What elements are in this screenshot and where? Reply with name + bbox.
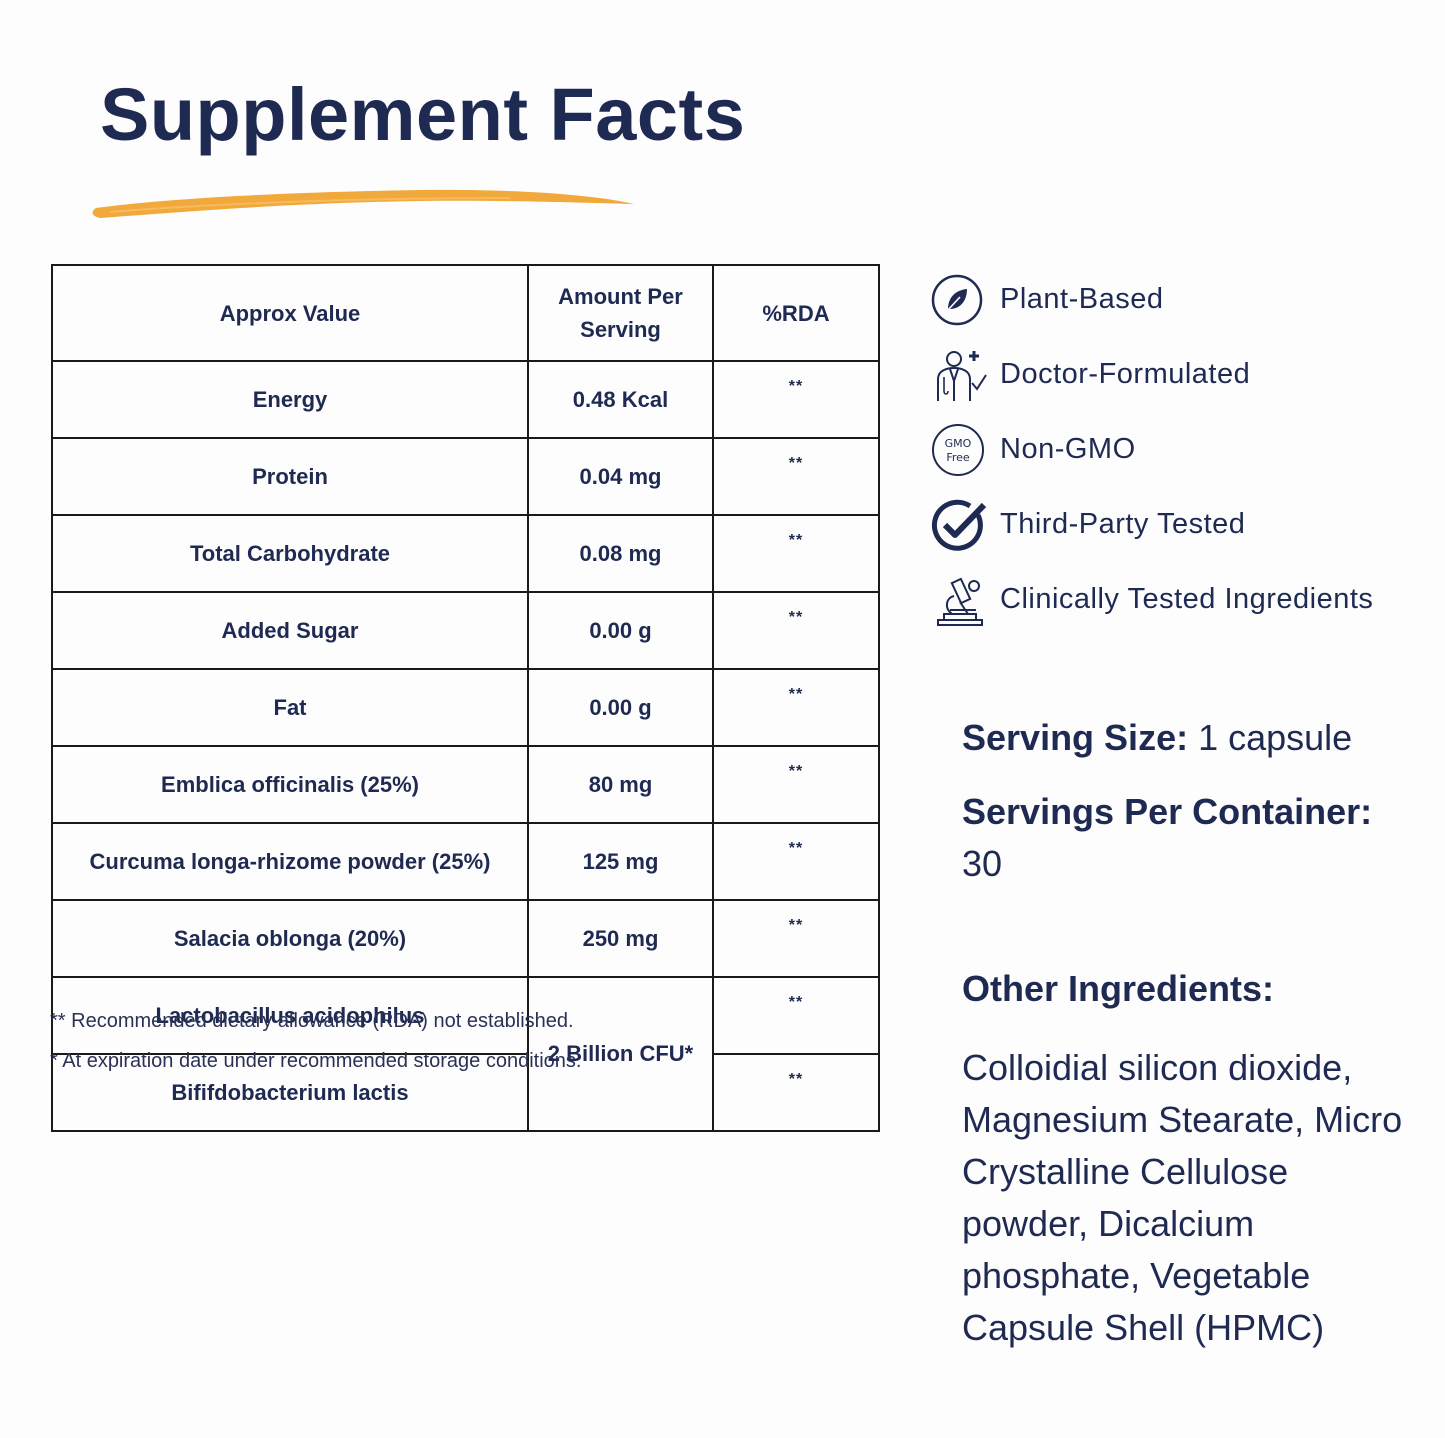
nutrient-name: Protein bbox=[51, 437, 529, 516]
nutrient-amount: 0.08 mg bbox=[527, 514, 714, 593]
nutrient-name: Salacia oblonga (20%) bbox=[51, 899, 529, 978]
feature-third-party-tested: Third-Party Tested bbox=[930, 487, 1373, 562]
feature-doctor-formulated: Doctor-Formulated bbox=[930, 337, 1373, 412]
nutrient-rda: ** bbox=[712, 360, 880, 439]
servings-per-container: Servings Per Container: 30 bbox=[962, 786, 1412, 890]
nutrient-rda: ** bbox=[712, 976, 880, 1055]
other-ingredients-text: Colloidial silicon dioxide, Magnesium St… bbox=[962, 1047, 1403, 1348]
table-row: Added Sugar 0.00 g ** bbox=[51, 591, 880, 670]
nutrient-rda: ** bbox=[712, 514, 880, 593]
feature-label: Non-GMO bbox=[1000, 433, 1136, 465]
nutrient-amount: 2 Billion CFU* bbox=[527, 976, 714, 1132]
table-row: Fat 0.00 g ** bbox=[51, 668, 880, 747]
feature-list: Plant-Based Doctor-Formulated GMO Free N… bbox=[930, 262, 1373, 637]
page-title: Supplement Facts bbox=[100, 73, 746, 156]
nutrient-name: Fat bbox=[51, 668, 529, 747]
nutrient-amount: 0.00 g bbox=[527, 591, 714, 670]
nutrient-amount: 80 mg bbox=[527, 745, 714, 824]
gmo-free-icon-text: GMO bbox=[945, 437, 972, 450]
table-header-row: Approx Value Amount Per Serving %RDA bbox=[51, 264, 880, 362]
column-header: Amount Per Serving bbox=[527, 264, 714, 362]
nutrient-amount: 0.00 g bbox=[527, 668, 714, 747]
supplement-facts-table: Approx Value Amount Per Serving %RDA Ene… bbox=[51, 264, 880, 1132]
feature-label: Doctor-Formulated bbox=[1000, 358, 1251, 390]
serving-size-label: Serving Size: bbox=[962, 717, 1189, 758]
brush-stroke-underline bbox=[92, 189, 634, 218]
column-header: Approx Value bbox=[51, 264, 529, 362]
footnote-expiration: * At expiration date under recommended s… bbox=[50, 1050, 582, 1072]
footnote-rda: ** Recommended dietary allowance (RDA) n… bbox=[50, 1010, 574, 1032]
nutrient-name: Curcuma longa-rhizome powder (25%) bbox=[51, 822, 529, 901]
microscope-icon bbox=[930, 572, 990, 628]
nutrient-rda: ** bbox=[712, 668, 880, 747]
checkmark-icon bbox=[930, 497, 990, 553]
nutrient-amount: 0.48 Kcal bbox=[527, 360, 714, 439]
table-row: Bififdobacterium lactis ** bbox=[51, 1053, 880, 1132]
leaf-icon bbox=[930, 272, 990, 328]
nutrient-name: Energy bbox=[51, 360, 529, 439]
nutrient-rda: ** bbox=[712, 822, 880, 901]
gmo-free-icon-text: Free bbox=[946, 451, 970, 464]
table-row: Curcuma longa-rhizome powder (25%) 125 m… bbox=[51, 822, 880, 901]
table-row: Total Carbohydrate 0.08 mg ** bbox=[51, 514, 880, 593]
table-row: Energy 0.48 Kcal ** bbox=[51, 360, 880, 439]
table-row: Lactobacillus acidophilus 2 Billion CFU*… bbox=[51, 976, 880, 1132]
column-header: %RDA bbox=[712, 264, 880, 362]
table-row: Protein 0.04 mg ** bbox=[51, 437, 880, 516]
nutrient-rda: ** bbox=[712, 745, 880, 824]
feature-clinically-tested: Clinically Tested Ingredients bbox=[930, 562, 1373, 637]
nutrient-amount: 125 mg bbox=[527, 822, 714, 901]
feature-label: Plant-Based bbox=[1000, 283, 1164, 315]
nutrient-rda: ** bbox=[712, 437, 880, 516]
gmo-free-icon: GMO Free bbox=[930, 422, 990, 478]
serving-info: Serving Size: 1 capsule Servings Per Con… bbox=[962, 712, 1412, 1354]
servings-per-container-value: 30 bbox=[962, 843, 1003, 884]
nutrient-name: Bififdobacterium lactis bbox=[51, 1053, 529, 1132]
footnotes: ** Recommended dietary allowance (RDA) n… bbox=[50, 1010, 581, 1090]
doctor-icon bbox=[930, 347, 990, 403]
feature-label: Third-Party Tested bbox=[1000, 508, 1246, 540]
nutrient-name: Emblica officinalis (25%) bbox=[51, 745, 529, 824]
serving-size-value: 1 capsule bbox=[1198, 717, 1353, 758]
table-row: Salacia oblonga (20%) 250 mg ** bbox=[51, 899, 880, 978]
other-ingredients-heading: Other Ingredients: bbox=[962, 968, 1275, 1009]
nutrient-name: Lactobacillus acidophilus bbox=[51, 976, 529, 1055]
nutrient-rda: ** bbox=[712, 591, 880, 670]
nutrient-rda: ** bbox=[712, 1053, 880, 1132]
feature-label: Clinically Tested Ingredients bbox=[1000, 583, 1374, 615]
serving-size: Serving Size: 1 capsule bbox=[962, 712, 1412, 764]
nutrient-name: Total Carbohydrate bbox=[51, 514, 529, 593]
table-row: Emblica officinalis (25%) 80 mg ** bbox=[51, 745, 880, 824]
nutrient-amount: 250 mg bbox=[527, 899, 714, 978]
feature-non-gmo: GMO Free Non-GMO bbox=[930, 412, 1373, 487]
nutrient-rda: ** bbox=[712, 899, 880, 978]
feature-plant-based: Plant-Based bbox=[930, 262, 1373, 337]
servings-per-container-label: Servings Per Container: bbox=[962, 791, 1373, 832]
nutrient-name: Added Sugar bbox=[51, 591, 529, 670]
nutrient-amount: 0.04 mg bbox=[527, 437, 714, 516]
